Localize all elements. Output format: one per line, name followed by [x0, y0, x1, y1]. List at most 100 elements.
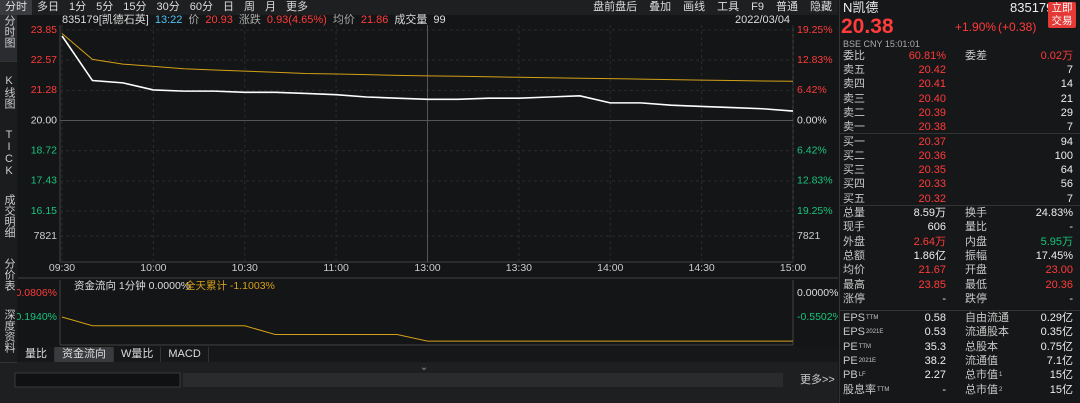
- diff-label: 委差: [965, 50, 987, 62]
- abs-change: (+0.38): [998, 20, 1037, 34]
- chart: ⌄ 23.85 22.57 21.28 20.00 18.72 17.43 16.15 19.…: [12, 23, 838, 388]
- stock-name: N凯德: [843, 0, 879, 15]
- stat-label: 内盘: [965, 235, 987, 249]
- stat-label: 总额: [843, 249, 865, 263]
- toolbar-item[interactable]: 15分: [123, 1, 147, 13]
- toolbar-item[interactable]: 画线: [683, 1, 706, 13]
- toolbar: 分时 多日 1分 5分 15分 30分 60分日周月更多: [0, 0, 838, 15]
- sidebar-tab[interactable]: 成交明细: [0, 184, 17, 249]
- bottom-tab[interactable]: 资金流向: [55, 347, 114, 362]
- info-price: 20.93: [205, 14, 233, 26]
- volume-tick-label: 7821: [34, 230, 58, 242]
- book-volume: 21: [1060, 92, 1073, 105]
- stat-value: 8.59万: [913, 207, 946, 219]
- info-time: 13:22: [154, 14, 183, 26]
- book-level: 买四: [843, 178, 865, 191]
- book-price: 20.38: [918, 121, 946, 134]
- ratio: 60.81%: [908, 50, 946, 62]
- y2-tick-label: 6.42%: [797, 144, 827, 156]
- label-text: 换手: [965, 207, 987, 219]
- x-tick-label: 11:00: [323, 262, 349, 274]
- x-tick-label: 13:30: [506, 262, 532, 274]
- label-text: 最高: [843, 278, 865, 291]
- flow-line: [61, 316, 794, 342]
- stat-label: 总市值1: [965, 368, 1002, 382]
- x-tick-label: 09:30: [49, 262, 75, 274]
- label-sup: 1: [999, 372, 1003, 379]
- sidebar-tab[interactable]: K线图: [0, 62, 17, 123]
- stat-label: 跌停: [965, 292, 987, 306]
- more-link[interactable]: 更多>>: [800, 374, 835, 386]
- info-line: 835179[凯德石英] 13:22 价 20.93 涨跌 0.93(4.65%) 均价 21…: [62, 13, 446, 27]
- toolbar-item[interactable]: 月: [265, 1, 276, 13]
- x-tick-label: 14:00: [597, 262, 623, 274]
- stat-value: 1.86亿: [913, 249, 946, 262]
- book-price: 20.42: [918, 64, 946, 76]
- toolbar-item[interactable]: 更多: [286, 1, 308, 13]
- stat-value: 15亿: [1049, 369, 1073, 382]
- flow-y2-tick: -0.5502%: [797, 311, 838, 323]
- label-sup: TTM: [877, 386, 890, 393]
- stock-code: 835179: [1010, 0, 1054, 15]
- sidebar-tab[interactable]: 深度资料: [0, 300, 17, 363]
- toolbar-item[interactable]: 叠加: [649, 1, 672, 13]
- info-code: 835179[凯德石英]: [62, 14, 149, 26]
- book-volume: 7: [1066, 64, 1073, 76]
- label-text: 流通股本: [965, 326, 1009, 339]
- stat-label: 现手: [843, 220, 865, 234]
- bottom-tab[interactable]: 量比: [18, 347, 55, 362]
- book-price: 20.37: [918, 135, 946, 148]
- stat-label: PE2021E: [843, 354, 876, 368]
- label-text: 总市值: [965, 383, 998, 396]
- toolbar-item[interactable]: F9: [751, 1, 764, 13]
- bottom-tab[interactable]: MACD: [161, 347, 209, 362]
- toolbar-item[interactable]: 普通: [776, 1, 798, 13]
- book-volume: 29: [1060, 106, 1073, 119]
- label-sup: 2: [999, 386, 1003, 393]
- toolbar-item[interactable]: 1分: [69, 1, 87, 13]
- label-text: 内盘: [965, 235, 987, 248]
- y2-tick-label: 6.42%: [797, 84, 827, 96]
- trade-button[interactable]: 立即交易: [1048, 2, 1076, 28]
- label-text: 振幅: [965, 249, 987, 262]
- dropdown[interactable]: [14, 372, 181, 388]
- label-text: EPS: [843, 326, 866, 339]
- toolbar-item[interactable]: 分时: [0, 0, 32, 15]
- stat-label: 振幅: [965, 249, 987, 263]
- label-sup: TTM: [858, 343, 872, 350]
- toolbar-item[interactable]: 周: [244, 1, 255, 13]
- toolbar-item[interactable]: 日: [223, 1, 234, 13]
- toolbar-item[interactable]: 隐藏: [810, 1, 832, 13]
- y-tick-label: 16.15: [31, 205, 57, 217]
- label-sup: 2021E: [866, 329, 884, 336]
- sidebar-tab[interactable]: 分价表: [0, 248, 17, 301]
- sidebar-tab[interactable]: 分时图: [0, 1, 17, 62]
- stat-label: 流通股本: [965, 325, 1009, 339]
- ratio-label: 委比: [843, 50, 865, 62]
- bottom-tab[interactable]: W量比: [114, 347, 162, 362]
- stat-value: 2.64万: [913, 235, 946, 248]
- price-line: [61, 35, 794, 112]
- toolbar-item[interactable]: 多日: [37, 1, 59, 13]
- toolbar-item[interactable]: 盘前盘后: [593, 1, 638, 13]
- collapse-arrow[interactable]: ⌄: [420, 361, 429, 373]
- last-price: 20.38: [841, 15, 894, 38]
- stat-value: 0.29亿: [1040, 312, 1073, 324]
- sidebar-tab[interactable]: TICK: [0, 122, 17, 185]
- book-price: 20.40: [918, 92, 946, 105]
- label-sup: TTM: [866, 315, 879, 321]
- stat-label: EPSTTM: [843, 311, 878, 325]
- stat-label: 量比: [965, 220, 987, 234]
- stat-label: 自由流通: [965, 311, 1009, 325]
- toolbar-item[interactable]: 30分: [156, 1, 180, 13]
- toolbar-item[interactable]: 60分: [189, 1, 213, 13]
- toolbar-item[interactable]: 工具: [717, 1, 740, 13]
- label-text: 流通值: [965, 354, 998, 367]
- y-tick-label: 20.00: [31, 114, 57, 126]
- label-text: 自由流通: [965, 312, 1009, 324]
- toolbar-item[interactable]: 5分: [96, 1, 114, 13]
- y-tick-label: 22.57: [31, 54, 57, 66]
- book-price: 20.32: [918, 192, 946, 205]
- toolbar-right: 盘前盘后 叠加 画线 工具 F9 普通 隐藏: [587, 0, 838, 15]
